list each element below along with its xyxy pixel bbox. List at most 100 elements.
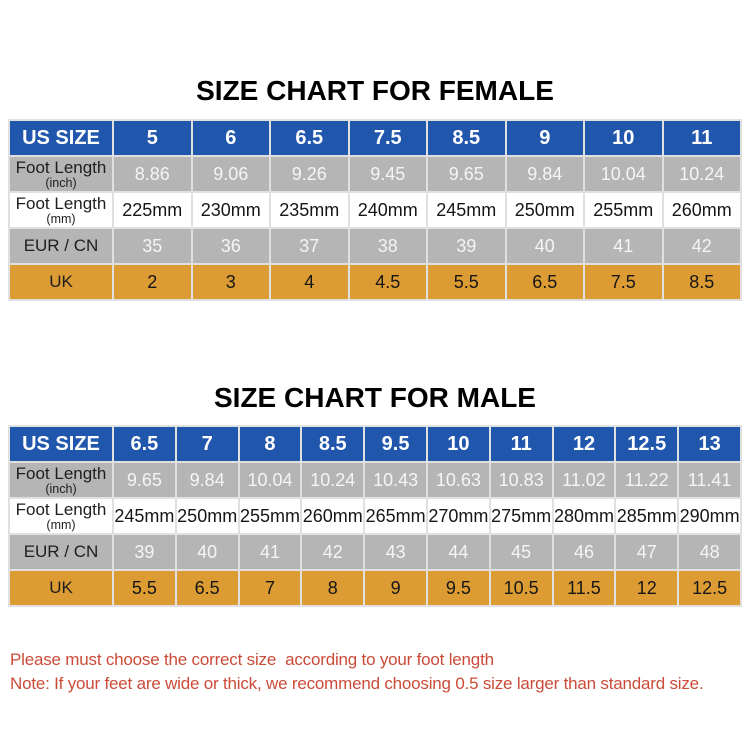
us-size-header-cell: US SIZE <box>10 427 112 461</box>
row-label-cell: UK <box>10 265 112 299</box>
value-cell: 41 <box>239 535 301 569</box>
data-row: Foot Length (inch) 8.86 9.06 9.26 9.45 9.65 9.8… <box>10 157 740 191</box>
value-cell: 230mm <box>192 193 269 227</box>
value-cell: 39 <box>114 535 175 569</box>
row-label-cell: Foot Length (mm) <box>10 193 112 227</box>
value-cell: 9.26 <box>271 157 348 191</box>
value-cell: 12.5 <box>679 571 740 605</box>
value-cell: 44 <box>427 535 489 569</box>
us-size-value-cell: 6.5 <box>271 121 348 155</box>
data-row: UK 2 3 4 4.5 5.5 6.5 7.5 8.5 <box>10 265 740 299</box>
value-cell: 10.63 <box>427 463 489 497</box>
value-cell: 10.24 <box>302 463 364 497</box>
value-cell: 35 <box>114 229 191 263</box>
data-row: EUR / CN 35 36 37 38 39 40 41 42 <box>10 229 740 263</box>
value-cell: 10.43 <box>365 463 426 497</box>
value-cell: 270mm <box>427 499 489 533</box>
us-size-value-cell: 10 <box>585 121 662 155</box>
value-cell: 8.5 <box>663 265 740 299</box>
value-cell: 38 <box>349 229 426 263</box>
us-size-value-cell: 8 <box>239 427 301 461</box>
us-size-value-cell: 6 <box>192 121 269 155</box>
row-label-cell: EUR / CN <box>10 535 112 569</box>
us-size-value-cell: 5 <box>114 121 191 155</box>
header-row: US SIZE 6.5 7 8 8.5 9.5 10 11 12 12.5 13 <box>10 427 740 461</box>
value-cell: 41 <box>585 229 662 263</box>
us-size-value-cell: 7.5 <box>349 121 426 155</box>
value-cell: 11.02 <box>553 463 615 497</box>
value-cell: 11.41 <box>679 463 740 497</box>
value-cell: 265mm <box>365 499 426 533</box>
value-cell: 5.5 <box>114 571 175 605</box>
value-cell: 45 <box>490 535 552 569</box>
value-cell: 7.5 <box>585 265 662 299</box>
value-cell: 280mm <box>553 499 615 533</box>
value-cell: 245mm <box>428 193 505 227</box>
value-cell: 36 <box>192 229 269 263</box>
value-cell: 8.86 <box>114 157 191 191</box>
us-size-value-cell: 12 <box>553 427 615 461</box>
value-cell: 40 <box>176 535 238 569</box>
data-row: Foot Length (mm) 225mm 230mm 235mm 240mm 245mm… <box>10 193 740 227</box>
us-size-value-cell: 10 <box>427 427 489 461</box>
us-size-value-cell: 6.5 <box>114 427 175 461</box>
female-size-chart-title: SIZE CHART FOR FEMALE <box>196 75 554 106</box>
value-cell: 9.65 <box>114 463 175 497</box>
value-cell: 37 <box>271 229 348 263</box>
us-size-value-cell: 12.5 <box>616 427 678 461</box>
data-row: Foot Length (mm) 245mm 250mm 255mm 260mm 265mm… <box>10 499 740 533</box>
value-cell: 10.83 <box>490 463 552 497</box>
note-wide-feet-recommendation: Note: If your feet are wide or thick, we… <box>10 674 704 693</box>
value-cell: 235mm <box>271 193 348 227</box>
note-choose-correct-size: Please must choose the correct size acco… <box>10 650 494 669</box>
value-cell: 10.5 <box>490 571 552 605</box>
value-cell: 9.06 <box>192 157 269 191</box>
us-size-value-cell: 7 <box>176 427 238 461</box>
value-cell: 250mm <box>506 193 583 227</box>
value-cell: 8 <box>302 571 364 605</box>
value-cell: 47 <box>616 535 678 569</box>
male-size-chart-title: SIZE CHART FOR MALE <box>214 382 536 413</box>
us-size-value-cell: 11 <box>490 427 552 461</box>
value-cell: 4 <box>271 265 348 299</box>
value-cell: 275mm <box>490 499 552 533</box>
value-cell: 10.04 <box>239 463 301 497</box>
value-cell: 245mm <box>114 499 175 533</box>
row-label-cell: Foot Length (inch) <box>10 463 112 497</box>
value-cell: 11.5 <box>553 571 615 605</box>
value-cell: 250mm <box>176 499 238 533</box>
value-cell: 5.5 <box>428 265 505 299</box>
value-cell: 46 <box>553 535 615 569</box>
value-cell: 12 <box>616 571 678 605</box>
us-size-header-cell: US SIZE <box>10 121 112 155</box>
value-cell: 4.5 <box>349 265 426 299</box>
male-size-table: US SIZE 6.5 7 8 8.5 9.5 10 11 12 12.5 13 Foot Lengt… <box>8 425 742 607</box>
row-label-cell: Foot Length (mm) <box>10 499 112 533</box>
value-cell: 39 <box>428 229 505 263</box>
data-row: UK 5.5 6.5 7 8 9 9.5 10.5 11.5 12 12.5 <box>10 571 740 605</box>
value-cell: 42 <box>663 229 740 263</box>
value-cell: 9.84 <box>506 157 583 191</box>
us-size-value-cell: 9 <box>506 121 583 155</box>
value-cell: 10.24 <box>663 157 740 191</box>
us-size-value-cell: 9.5 <box>365 427 426 461</box>
us-size-value-cell: 8.5 <box>302 427 364 461</box>
value-cell: 40 <box>506 229 583 263</box>
value-cell: 290mm <box>679 499 740 533</box>
value-cell: 9 <box>365 571 426 605</box>
value-cell: 42 <box>302 535 364 569</box>
data-row: Foot Length (inch) 9.65 9.84 10.04 10.24 10.43… <box>10 463 740 497</box>
value-cell: 225mm <box>114 193 191 227</box>
value-cell: 6.5 <box>176 571 238 605</box>
us-size-value-cell: 13 <box>679 427 740 461</box>
us-size-value-cell: 8.5 <box>428 121 505 155</box>
value-cell: 255mm <box>585 193 662 227</box>
value-cell: 260mm <box>302 499 364 533</box>
value-cell: 9.84 <box>176 463 238 497</box>
value-cell: 3 <box>192 265 269 299</box>
value-cell: 240mm <box>349 193 426 227</box>
value-cell: 11.22 <box>616 463 678 497</box>
value-cell: 2 <box>114 265 191 299</box>
value-cell: 7 <box>239 571 301 605</box>
value-cell: 285mm <box>616 499 678 533</box>
